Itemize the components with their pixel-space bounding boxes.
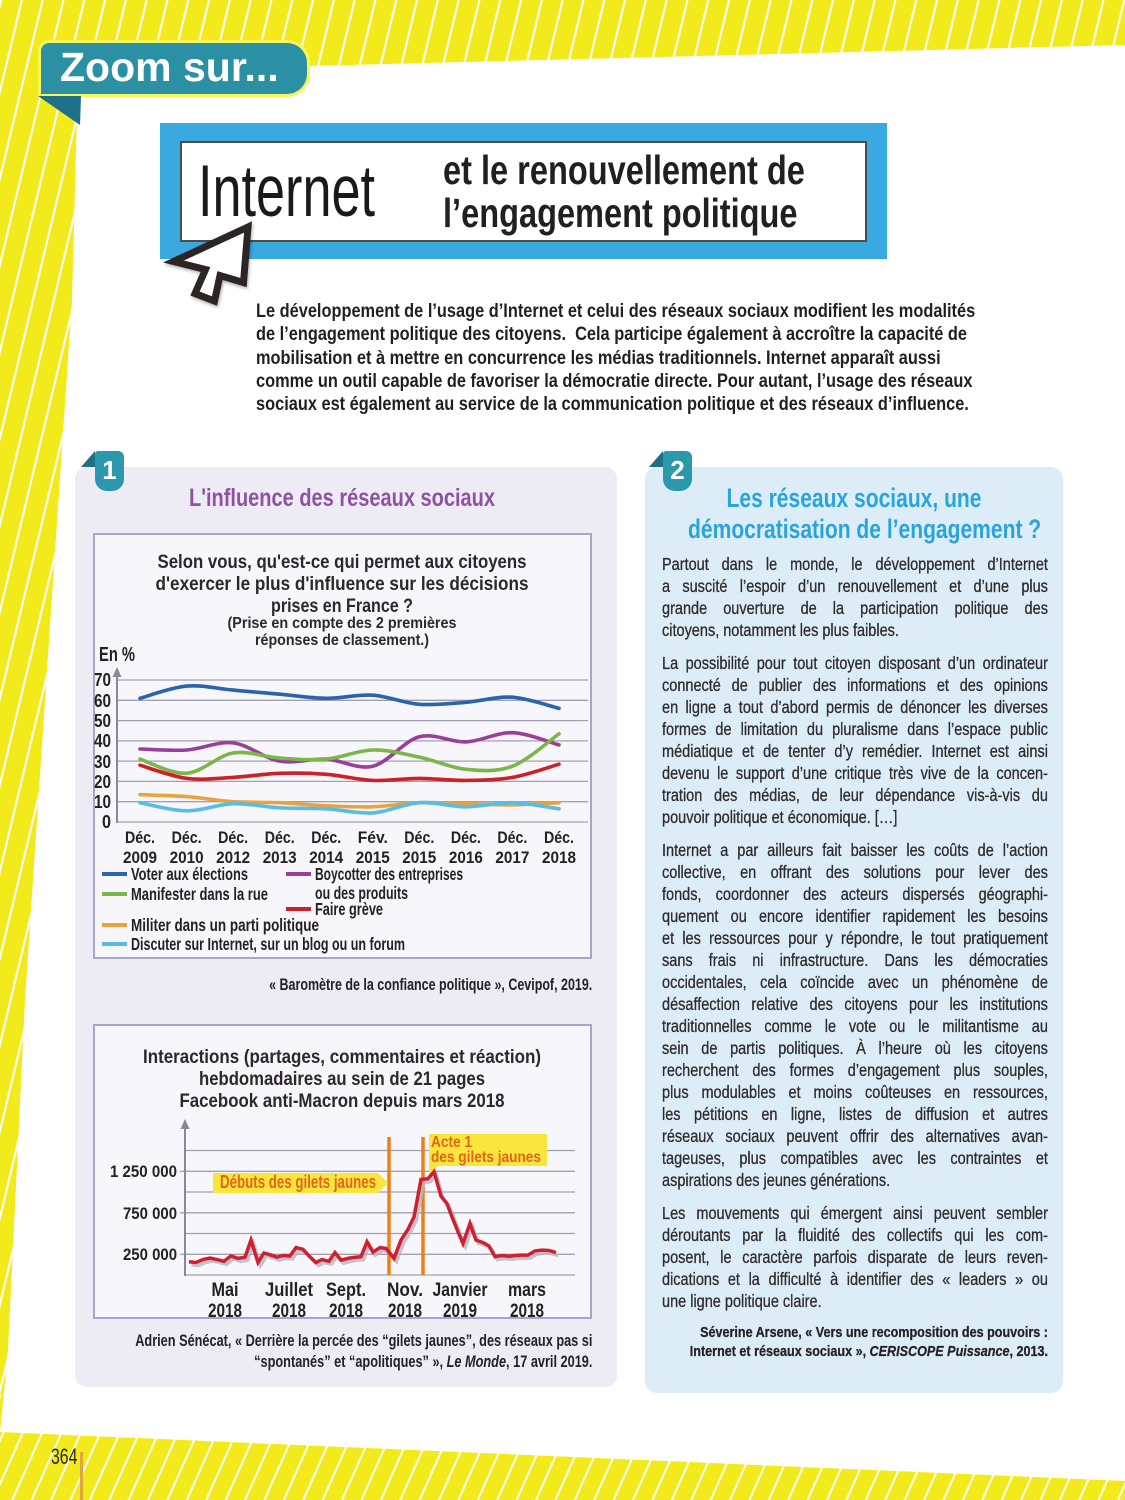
svg-text:Déc.: Déc. <box>311 828 341 847</box>
svg-text:50: 50 <box>94 711 111 731</box>
svg-text:En %: En % <box>99 644 135 666</box>
svg-text:Faire grève: Faire grève <box>315 899 383 919</box>
svg-text:250 000: 250 000 <box>123 1245 177 1264</box>
svg-text:Juillet: Juillet <box>265 1280 314 1301</box>
svg-text:Déc.: Déc. <box>544 828 574 847</box>
svg-text:Déc.: Déc. <box>265 828 295 847</box>
svg-text:Janvier: Janvier <box>433 1280 489 1301</box>
svg-text:60: 60 <box>94 691 111 711</box>
svg-text:Déc.: Déc. <box>451 828 481 847</box>
svg-text:2018: 2018 <box>542 848 576 867</box>
svg-text:70: 70 <box>94 670 111 690</box>
svg-text:prises en France ?: prises en France ? <box>271 595 413 617</box>
svg-text:750 000: 750 000 <box>123 1204 177 1223</box>
svg-text:2016: 2016 <box>449 848 483 867</box>
svg-text:Voter aux élections: Voter aux élections <box>131 864 248 884</box>
svg-text:2018: 2018 <box>510 1301 544 1319</box>
svg-text:Boycotter des entreprises: Boycotter des entreprises <box>315 864 463 884</box>
svg-text:2010: 2010 <box>170 848 204 867</box>
svg-text:Mai: Mai <box>212 1280 239 1301</box>
svg-text:1 250 000: 1 250 000 <box>110 1162 177 1181</box>
svg-text:réponses de classement.): réponses de classement.) <box>255 632 429 649</box>
svg-text:2015: 2015 <box>356 848 390 867</box>
svg-text:2018: 2018 <box>208 1301 242 1319</box>
svg-text:2013: 2013 <box>263 848 297 867</box>
svg-text:30: 30 <box>94 752 111 772</box>
svg-text:40: 40 <box>94 731 111 751</box>
svg-text:Militer dans un parti politiqu: Militer dans un parti politique <box>131 915 319 935</box>
svg-text:Discuter sur Internet, sur un: Discuter sur Internet, sur un blog ou un… <box>131 934 405 954</box>
svg-text:2015: 2015 <box>402 848 436 867</box>
svg-text:Acte 1: Acte 1 <box>431 1134 472 1151</box>
svg-text:10: 10 <box>94 792 111 812</box>
svg-text:2009: 2009 <box>123 848 157 867</box>
svg-text:Déc.: Déc. <box>497 828 527 847</box>
svg-text:Selon vous, qu'est-ce qui perm: Selon vous, qu'est-ce qui permet aux cit… <box>158 551 527 573</box>
svg-text:hebdomadaires au sein de 21 pa: hebdomadaires au sein de 21 pages <box>199 1068 485 1090</box>
svg-text:(Prise en compte des 2 premièr: (Prise en compte des 2 premières <box>228 615 457 632</box>
svg-text:2018: 2018 <box>329 1301 363 1319</box>
svg-text:mars: mars <box>508 1280 546 1301</box>
svg-text:2018: 2018 <box>388 1301 422 1319</box>
svg-text:Fév.: Fév. <box>358 828 388 847</box>
svg-text:des gilets jaunes: des gilets jaunes <box>431 1149 541 1166</box>
svg-text:Déc.: Déc. <box>125 828 155 847</box>
svg-text:2019: 2019 <box>443 1301 477 1319</box>
svg-text:Manifester dans la rue: Manifester dans la rue <box>131 884 268 904</box>
svg-text:Sept.: Sept. <box>326 1280 366 1301</box>
svg-text:Facebook anti-Macron depuis ma: Facebook anti-Macron depuis mars 2018 <box>180 1090 505 1112</box>
svg-text:Débuts des gilets jaunes: Débuts des gilets jaunes <box>220 1172 376 1192</box>
svg-text:d'exercer le plus d'influence: d'exercer le plus d'influence sur les dé… <box>156 573 529 595</box>
svg-text:2018: 2018 <box>272 1301 306 1319</box>
svg-text:0: 0 <box>102 812 111 832</box>
svg-text:ou des produits: ou des produits <box>315 883 408 903</box>
svg-text:2014: 2014 <box>309 848 343 867</box>
svg-text:2017: 2017 <box>495 848 529 867</box>
svg-text:Déc.: Déc. <box>404 828 434 847</box>
svg-text:Déc.: Déc. <box>218 828 248 847</box>
svg-text:Déc.: Déc. <box>172 828 202 847</box>
svg-text:20: 20 <box>94 772 111 792</box>
svg-text:2012: 2012 <box>216 848 250 867</box>
svg-text:Interactions (partages, commen: Interactions (partages, commentaires et … <box>143 1046 541 1068</box>
svg-text:Nov.: Nov. <box>387 1280 423 1301</box>
